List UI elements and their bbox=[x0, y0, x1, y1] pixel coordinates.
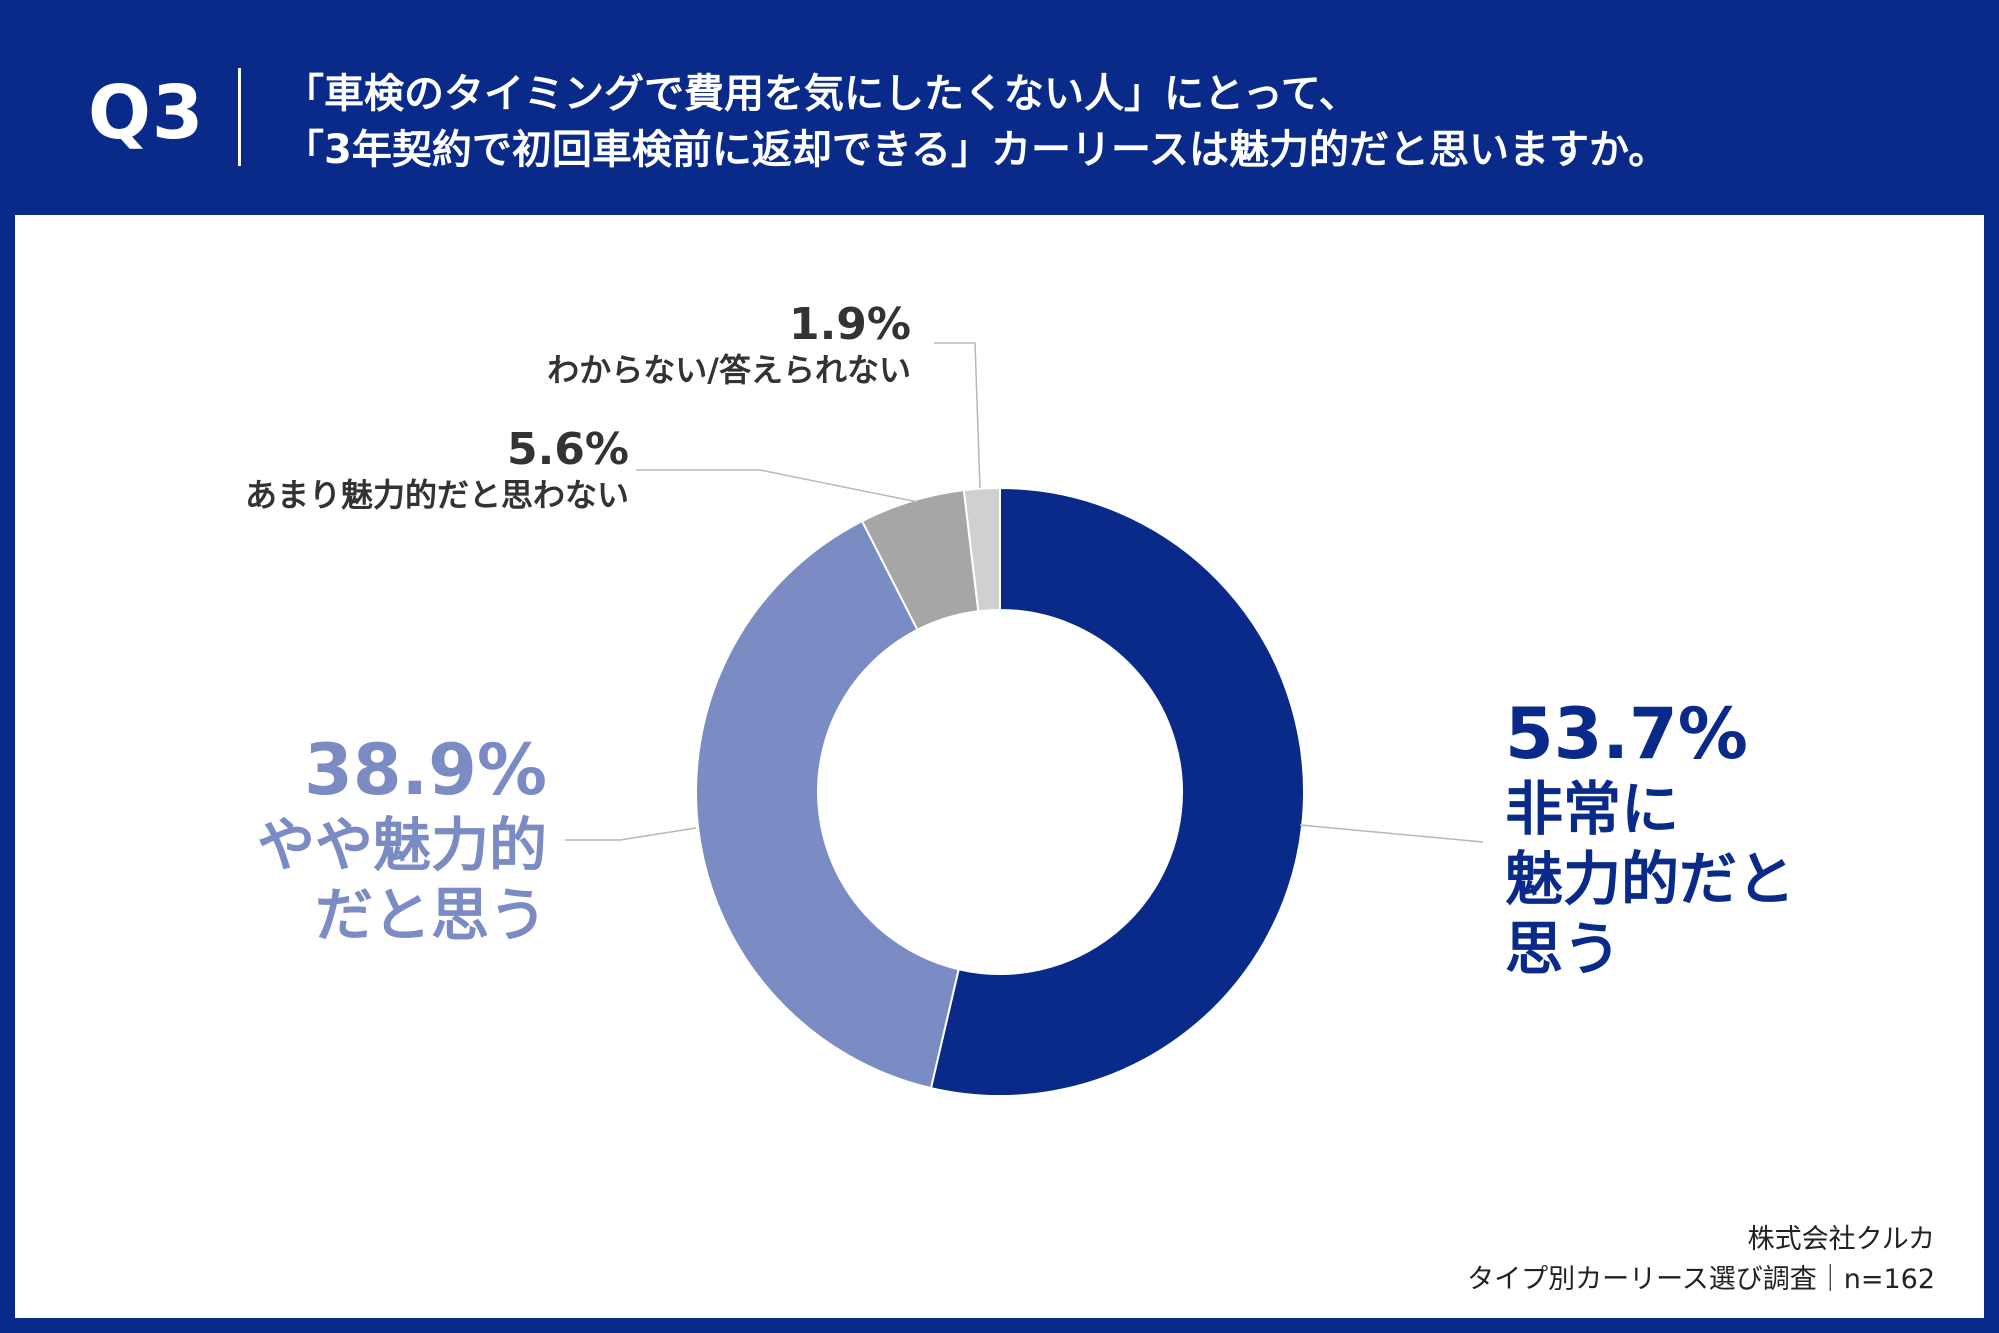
leader-not-very-attractive bbox=[636, 469, 919, 503]
leader-somewhat-attractive bbox=[565, 827, 697, 841]
footer-company: 株式会社クルカ bbox=[1747, 1224, 1935, 1255]
category-not-very-attractive: あまり魅力的だと思わない bbox=[244, 476, 629, 514]
question-line-1: 「車検のタイミングで費用を気にしたくない人」にとって、 bbox=[284, 71, 1359, 117]
label-very-attractive: 53.7% 非常に 魅力的だと 思う bbox=[1505, 694, 1795, 984]
chart-panel bbox=[15, 215, 1984, 1318]
label-dont-know: 1.9% わからない/答えられない bbox=[547, 300, 911, 390]
leader-dont-know bbox=[934, 342, 981, 489]
header-bar: Q3 「車検のタイミングで費用を気にしたくない人」にとって、 「3年契約で初回車… bbox=[0, 0, 1999, 215]
slice-very-attractive bbox=[929, 486, 1305, 1097]
category-dont-know: わからない/答えられない bbox=[547, 351, 911, 389]
label-somewhat-attractive: 38.9% やや魅力的 だと思う bbox=[257, 730, 547, 950]
footer-credit: 株式会社クルカ タイプ別カーリース選び調査｜n=162 bbox=[1467, 1220, 1935, 1300]
category-very-attractive-line1: 非常に bbox=[1505, 775, 1680, 843]
question-number: Q3 bbox=[88, 70, 205, 156]
footer-survey: タイプ別カーリース選び調査｜n=162 bbox=[1467, 1264, 1935, 1295]
percent-somewhat-attractive: 38.9% bbox=[304, 729, 547, 811]
percent-not-very-attractive: 5.6% bbox=[506, 424, 629, 475]
category-somewhat-attractive-line2: だと思う bbox=[314, 881, 547, 949]
leader-very-attractive bbox=[1299, 824, 1484, 843]
question-line-2: 「3年契約で初回車検前に返却できる」カーリースは魅力的だと思いますか。 bbox=[284, 127, 1669, 173]
percent-very-attractive: 53.7% bbox=[1505, 693, 1748, 775]
category-somewhat-attractive-line1: やや魅力的 bbox=[256, 811, 547, 879]
slice-somewhat-attractive bbox=[695, 519, 960, 1090]
header-divider bbox=[238, 68, 241, 166]
category-very-attractive-line3: 思う bbox=[1505, 915, 1622, 983]
question-text: 「車検のタイミングで費用を気にしたくない人」にとって、 「3年契約で初回車検前に… bbox=[284, 66, 1668, 178]
percent-dont-know: 1.9% bbox=[788, 299, 911, 350]
category-very-attractive-line2: 魅力的だと bbox=[1505, 845, 1796, 913]
label-not-very-attractive: 5.6% あまり魅力的だと思わない bbox=[245, 425, 629, 515]
slice-dont-know bbox=[962, 486, 1001, 613]
